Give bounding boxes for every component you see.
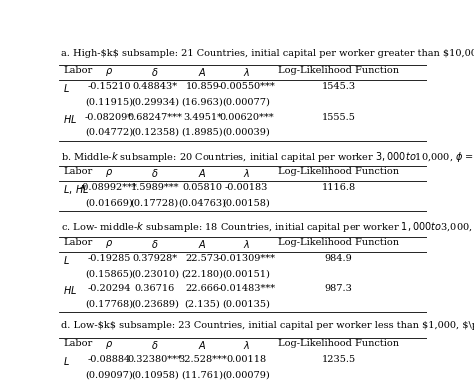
Text: (1.8985): (1.8985) — [182, 128, 223, 137]
Text: (0.00151): (0.00151) — [223, 269, 271, 278]
Text: $L$: $L$ — [63, 254, 70, 266]
Text: -0.08992***: -0.08992*** — [80, 183, 138, 192]
Text: (0.00077): (0.00077) — [223, 97, 271, 107]
Text: a. High-$k$ subsample: 21 Countries, initial capital per worker greater than $10: a. High-$k$ subsample: 21 Countries, ini… — [61, 49, 474, 58]
Text: $\rho$: $\rho$ — [105, 339, 113, 351]
Text: -0.15210: -0.15210 — [87, 82, 131, 91]
Text: -0.01483***: -0.01483*** — [218, 284, 276, 293]
Text: (0.15865): (0.15865) — [85, 269, 133, 278]
Text: Log-Likelihood Function: Log-Likelihood Function — [278, 238, 399, 247]
Text: $L$: $L$ — [63, 355, 70, 367]
Text: 1116.8: 1116.8 — [321, 183, 356, 192]
Text: (0.17728): (0.17728) — [131, 199, 179, 208]
Text: 1235.5: 1235.5 — [321, 355, 356, 364]
Text: (0.23689): (0.23689) — [131, 300, 179, 309]
Text: d. Low-$k$ subsample: 23 Countries, initial capital per worker less than $1,000,: d. Low-$k$ subsample: 23 Countries, init… — [61, 321, 474, 330]
Text: (0.04772): (0.04772) — [85, 128, 133, 137]
Text: 32.528***: 32.528*** — [178, 355, 227, 364]
Text: $A$: $A$ — [198, 66, 207, 78]
Text: 3.4951*: 3.4951* — [183, 112, 222, 122]
Text: $\lambda$: $\lambda$ — [243, 238, 250, 250]
Text: (0.00135): (0.00135) — [223, 300, 271, 309]
Text: $\delta$: $\delta$ — [151, 66, 158, 78]
Text: 987.3: 987.3 — [325, 284, 352, 293]
Text: Log-Likelihood Function: Log-Likelihood Function — [278, 167, 399, 176]
Text: -0.00550***: -0.00550*** — [218, 82, 275, 91]
Text: $A$: $A$ — [198, 238, 207, 250]
Text: $\lambda$: $\lambda$ — [243, 167, 250, 179]
Text: 0.05810: 0.05810 — [182, 183, 222, 192]
Text: $L,\,HL$: $L,\,HL$ — [63, 183, 89, 196]
Text: $L$: $L$ — [63, 82, 70, 94]
Text: 0.68247***: 0.68247*** — [128, 112, 182, 122]
Text: $\lambda$: $\lambda$ — [243, 66, 250, 78]
Text: $A$: $A$ — [198, 339, 207, 351]
Text: $\rho$: $\rho$ — [105, 167, 113, 179]
Text: (0.29934): (0.29934) — [131, 97, 179, 107]
Text: c. Low- middle-$k$ subsample: 18 Countries, initial capital per worker $1,000 to: c. Low- middle-$k$ subsample: 18 Countri… — [61, 220, 474, 234]
Text: (0.17768): (0.17768) — [85, 300, 133, 309]
Text: $\rho$: $\rho$ — [105, 238, 113, 250]
Text: (0.09097): (0.09097) — [85, 370, 133, 379]
Text: $HL$: $HL$ — [63, 112, 77, 125]
Text: (0.04763): (0.04763) — [179, 199, 227, 208]
Text: 0.48843*: 0.48843* — [132, 82, 177, 91]
Text: 10.859: 10.859 — [186, 82, 219, 91]
Text: (0.11915): (0.11915) — [85, 97, 133, 107]
Text: (0.23010): (0.23010) — [131, 269, 179, 278]
Text: (0.00158): (0.00158) — [223, 199, 271, 208]
Text: $\lambda$: $\lambda$ — [243, 339, 250, 351]
Text: Labor: Labor — [63, 66, 92, 75]
Text: -0.19285: -0.19285 — [87, 254, 130, 263]
Text: 0.32380***: 0.32380*** — [128, 355, 182, 364]
Text: 1545.3: 1545.3 — [321, 82, 356, 91]
Text: 1.5989***: 1.5989*** — [130, 183, 179, 192]
Text: (0.10958): (0.10958) — [131, 370, 179, 379]
Text: $\rho$: $\rho$ — [105, 66, 113, 78]
Text: (2.135): (2.135) — [185, 300, 220, 309]
Text: (22.180): (22.180) — [182, 269, 223, 278]
Text: Labor: Labor — [63, 238, 92, 247]
Text: (0.01669): (0.01669) — [85, 199, 133, 208]
Text: $\delta$: $\delta$ — [151, 339, 158, 351]
Text: -0.08209*: -0.08209* — [85, 112, 133, 122]
Text: (0.12358): (0.12358) — [131, 128, 179, 137]
Text: b. Middle-$k$ subsample: 20 Countries, initial capital per worker $3,000 to $10,: b. Middle-$k$ subsample: 20 Countries, i… — [61, 150, 474, 164]
Text: (16.963): (16.963) — [182, 97, 223, 107]
Text: -0.00183: -0.00183 — [225, 183, 268, 192]
Text: $HL$: $HL$ — [63, 284, 77, 296]
Text: -0.08884: -0.08884 — [87, 355, 130, 364]
Text: 0.00620***: 0.00620*** — [219, 112, 274, 122]
Text: Labor: Labor — [63, 167, 92, 176]
Text: 0.37928*: 0.37928* — [132, 254, 177, 263]
Text: 22.666: 22.666 — [185, 284, 219, 293]
Text: 0.36716: 0.36716 — [135, 284, 175, 293]
Text: 984.9: 984.9 — [325, 254, 352, 263]
Text: $\delta$: $\delta$ — [151, 167, 158, 179]
Text: 0.00118: 0.00118 — [227, 355, 267, 364]
Text: 1555.5: 1555.5 — [321, 112, 356, 122]
Text: 22.573: 22.573 — [185, 254, 219, 263]
Text: -0.20294: -0.20294 — [87, 284, 131, 293]
Text: (0.00039): (0.00039) — [223, 128, 271, 137]
Text: $A$: $A$ — [198, 167, 207, 179]
Text: Labor: Labor — [63, 339, 92, 348]
Text: (0.00079): (0.00079) — [223, 370, 271, 379]
Text: $\delta$: $\delta$ — [151, 238, 158, 250]
Text: -0.01309***: -0.01309*** — [218, 254, 275, 263]
Text: Log-Likelihood Function: Log-Likelihood Function — [278, 339, 399, 348]
Text: (11.761): (11.761) — [182, 370, 224, 379]
Text: Log-Likelihood Function: Log-Likelihood Function — [278, 66, 399, 75]
